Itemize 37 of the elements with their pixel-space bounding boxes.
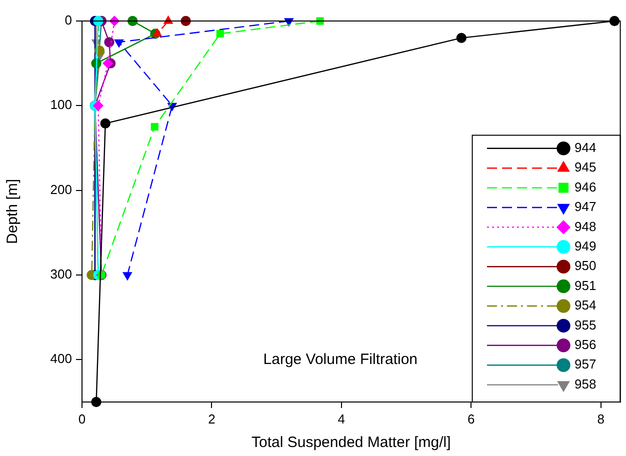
x-tick-label: 8	[597, 411, 604, 426]
point	[93, 100, 104, 111]
annotation: Large Volume Filtration	[263, 351, 418, 368]
legend-label: 948	[574, 218, 596, 234]
x-tick-label: 0	[78, 411, 86, 426]
point	[150, 123, 158, 131]
x-tick-label: 2	[208, 411, 216, 426]
point	[114, 39, 124, 48]
point	[122, 272, 132, 280]
y-tick-label: 200	[50, 182, 72, 197]
x-tick-label: 6	[468, 411, 475, 426]
legend-label: 945	[574, 160, 596, 175]
legend-label: 954	[574, 298, 596, 313]
legend-label: 950	[574, 258, 596, 274]
point	[102, 58, 114, 68]
legend-label: 951	[574, 278, 596, 293]
x-axis-title: Total Suspended Matter [mg/l]	[252, 434, 451, 452]
y-tick-label: 300	[50, 266, 72, 282]
point	[100, 118, 110, 129]
point	[316, 17, 324, 25]
point	[216, 30, 224, 38]
y-axis-title: Depth [m]	[4, 178, 22, 244]
x-tick-label: 4	[338, 411, 346, 426]
legend-label: 955	[574, 317, 596, 332]
legend-label: 957	[574, 356, 596, 372]
legend-label: 944	[574, 140, 596, 155]
point	[104, 37, 114, 48]
y-tick-label: 400	[50, 351, 72, 366]
y-tick-label: 100	[50, 97, 72, 112]
legend-label: 946	[574, 179, 596, 194]
legend-label: 947	[574, 199, 596, 214]
point	[180, 16, 191, 26]
y-tick-label: 0	[64, 12, 72, 28]
legend-label: 958	[574, 376, 596, 392]
legend-label: 956	[574, 336, 596, 352]
legend-label: 949	[574, 238, 596, 254]
point	[456, 32, 467, 44]
